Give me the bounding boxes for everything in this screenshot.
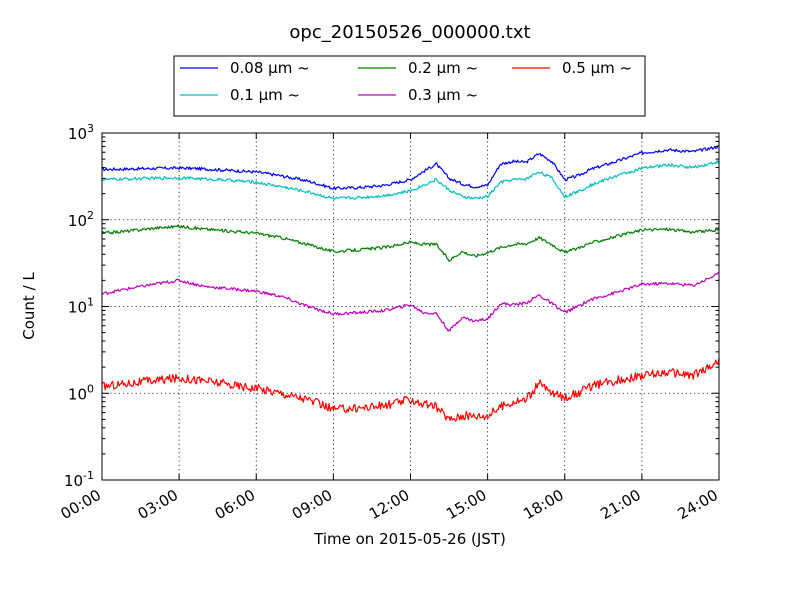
y-tick-label-exponent: 2 xyxy=(87,209,94,222)
legend-label: 0.2 μm ~ xyxy=(408,59,478,77)
y-tick-label: 102 xyxy=(68,209,94,230)
y-tick-label-base: 10 xyxy=(68,212,87,230)
ticks xyxy=(101,132,720,481)
y-tick-label: 101 xyxy=(68,296,94,317)
plot-lines xyxy=(101,145,720,422)
series-line xyxy=(101,358,720,422)
series-line xyxy=(101,145,720,191)
legend: 0.08 μm ~ 0.1 μm ~ 0.2 μm ~ 0.3 μm ~ 0.5 μm … xyxy=(173,55,646,117)
y-tick-label: 10-1 xyxy=(64,469,94,490)
legend-label: 0.5 μm ~ xyxy=(562,59,632,77)
legend-box xyxy=(173,55,646,117)
y-tick-label: 103 xyxy=(68,122,94,143)
series-line xyxy=(101,224,720,262)
y-tick-label-exponent: 1 xyxy=(87,296,94,309)
y-tick-label-base: 10 xyxy=(68,299,87,317)
y-tick-label-exponent: -1 xyxy=(83,469,94,482)
legend-label: 0.1 μm ~ xyxy=(230,86,300,104)
series-line xyxy=(101,271,720,332)
legend-entries: 0.08 μm ~ 0.1 μm ~ 0.2 μm ~ 0.3 μm ~ 0.5 μm … xyxy=(180,59,632,104)
y-axis-label: Count / L xyxy=(20,272,38,340)
y-tick-label: 100 xyxy=(68,382,94,403)
legend-label: 0.08 μm ~ xyxy=(230,59,310,77)
x-axis-label: Time on 2015-05-26 (JST) xyxy=(313,530,506,548)
y-tick-label-base: 10 xyxy=(68,125,87,143)
y-tick-label-exponent: 0 xyxy=(87,382,94,395)
y-tick-label-exponent: 3 xyxy=(87,122,94,135)
chart-title: opc_20150526_000000.txt xyxy=(289,22,530,43)
y-tick-label-base: 10 xyxy=(64,472,83,490)
y-tick-label-base: 10 xyxy=(68,385,87,403)
legend-label: 0.3 μm ~ xyxy=(408,86,478,104)
series-line xyxy=(101,160,720,201)
